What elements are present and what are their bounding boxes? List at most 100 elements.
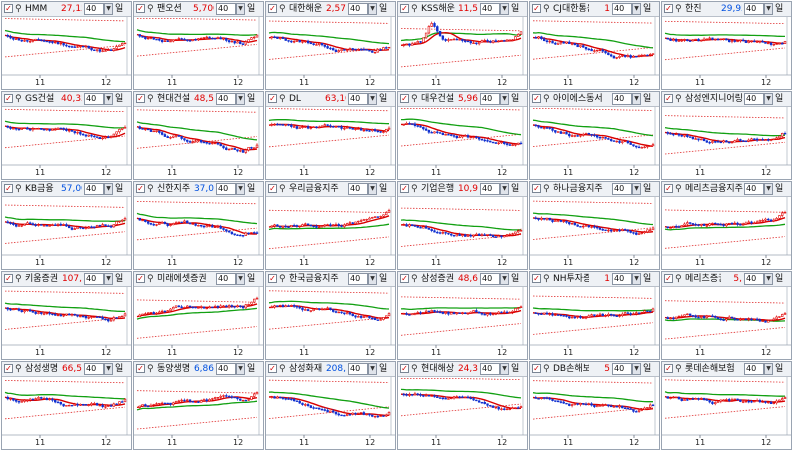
chevron-down-icon[interactable]: ▼ <box>500 363 509 375</box>
search-icon[interactable]: ⚲ <box>15 94 22 104</box>
panel-checkbox[interactable]: ✓ <box>136 4 145 13</box>
period-label[interactable]: 일 <box>115 184 124 194</box>
panel-checkbox[interactable]: ✓ <box>532 94 541 103</box>
period-count-input[interactable]: 40 <box>480 3 500 15</box>
stock-name[interactable]: 대우건설 <box>421 94 455 104</box>
panel-checkbox[interactable]: ✓ <box>664 274 673 283</box>
search-icon[interactable]: ⚲ <box>279 274 286 284</box>
panel-checkbox[interactable]: ✓ <box>268 184 277 193</box>
search-icon[interactable]: ⚲ <box>675 184 682 194</box>
stock-name[interactable]: 메리츠증권 <box>685 274 721 284</box>
panel-checkbox[interactable]: ✓ <box>268 4 277 13</box>
panel-checkbox[interactable]: ✓ <box>664 364 673 373</box>
period-label[interactable]: 일 <box>643 274 652 284</box>
search-icon[interactable]: ⚲ <box>279 364 286 374</box>
period-count-input[interactable]: 40 <box>216 273 236 285</box>
panel-checkbox[interactable]: ✓ <box>4 94 13 103</box>
chevron-down-icon[interactable]: ▼ <box>764 93 773 105</box>
period-count-input[interactable]: 40 <box>216 183 236 195</box>
panel-checkbox[interactable]: ✓ <box>532 274 541 283</box>
period-label[interactable]: 일 <box>379 4 388 14</box>
search-icon[interactable]: ⚲ <box>543 94 550 104</box>
period-count-input[interactable]: 40 <box>480 93 500 105</box>
stock-name[interactable]: 미래에셋증권 <box>157 274 207 284</box>
stock-name[interactable]: 삼성생명 <box>25 364 59 374</box>
stock-name[interactable]: 신한지주 <box>157 184 191 194</box>
stock-name[interactable]: 키움증권 <box>25 274 59 284</box>
period-count-input[interactable]: 40 <box>84 273 104 285</box>
chevron-down-icon[interactable]: ▼ <box>104 363 113 375</box>
stock-name[interactable]: DL <box>289 94 301 104</box>
period-count-input[interactable]: 40 <box>744 183 764 195</box>
panel-checkbox[interactable]: ✓ <box>400 364 409 373</box>
stock-name[interactable]: 한진 <box>685 4 702 14</box>
stock-name[interactable]: KSS해운 <box>421 4 455 14</box>
panel-checkbox[interactable]: ✓ <box>400 184 409 193</box>
chevron-down-icon[interactable]: ▼ <box>104 273 113 285</box>
period-label[interactable]: 일 <box>511 274 520 284</box>
search-icon[interactable]: ⚲ <box>411 4 418 14</box>
period-label[interactable]: 일 <box>115 4 124 14</box>
search-icon[interactable]: ⚲ <box>543 274 550 284</box>
chevron-down-icon[interactable]: ▼ <box>368 363 377 375</box>
panel-checkbox[interactable]: ✓ <box>268 364 277 373</box>
chevron-down-icon[interactable]: ▼ <box>764 363 773 375</box>
chevron-down-icon[interactable]: ▼ <box>368 93 377 105</box>
stock-name[interactable]: KB금융 <box>25 184 54 194</box>
chevron-down-icon[interactable]: ▼ <box>632 183 641 195</box>
period-label[interactable]: 일 <box>643 4 652 14</box>
period-count-input[interactable]: 40 <box>612 183 632 195</box>
search-icon[interactable]: ⚲ <box>147 4 154 14</box>
period-count-input[interactable]: 40 <box>348 183 368 195</box>
stock-name[interactable]: 현대해상 <box>421 364 455 374</box>
stock-name[interactable]: NH투자증권 <box>553 274 589 284</box>
search-icon[interactable]: ⚲ <box>15 274 22 284</box>
period-label[interactable]: 일 <box>379 274 388 284</box>
panel-checkbox[interactable]: ✓ <box>136 184 145 193</box>
panel-checkbox[interactable]: ✓ <box>4 184 13 193</box>
chevron-down-icon[interactable]: ▼ <box>236 363 245 375</box>
panel-checkbox[interactable]: ✓ <box>664 4 673 13</box>
chevron-down-icon[interactable]: ▼ <box>632 273 641 285</box>
chevron-down-icon[interactable]: ▼ <box>764 273 773 285</box>
period-label[interactable]: 일 <box>247 274 256 284</box>
chevron-down-icon[interactable]: ▼ <box>104 183 113 195</box>
period-label[interactable]: 일 <box>115 94 124 104</box>
stock-name[interactable]: CJ대한통운 <box>553 4 589 14</box>
search-icon[interactable]: ⚲ <box>147 274 154 284</box>
search-icon[interactable]: ⚲ <box>543 364 550 374</box>
period-count-input[interactable]: 40 <box>348 273 368 285</box>
period-label[interactable]: 일 <box>379 94 388 104</box>
stock-name[interactable]: 팬오션 <box>157 4 182 14</box>
panel-checkbox[interactable]: ✓ <box>4 274 13 283</box>
period-count-input[interactable]: 40 <box>84 3 104 15</box>
period-count-input[interactable]: 40 <box>612 363 632 375</box>
period-label[interactable]: 일 <box>247 4 256 14</box>
panel-checkbox[interactable]: ✓ <box>4 364 13 373</box>
search-icon[interactable]: ⚲ <box>15 364 22 374</box>
period-label[interactable]: 일 <box>775 274 784 284</box>
search-icon[interactable]: ⚲ <box>147 94 154 104</box>
panel-checkbox[interactable]: ✓ <box>136 274 145 283</box>
chevron-down-icon[interactable]: ▼ <box>632 93 641 105</box>
panel-checkbox[interactable]: ✓ <box>136 94 145 103</box>
period-label[interactable]: 일 <box>511 184 520 194</box>
period-count-input[interactable]: 40 <box>612 3 632 15</box>
period-count-input[interactable]: 40 <box>348 93 368 105</box>
search-icon[interactable]: ⚲ <box>411 184 418 194</box>
chevron-down-icon[interactable]: ▼ <box>632 3 641 15</box>
search-icon[interactable]: ⚲ <box>279 4 286 14</box>
search-icon[interactable]: ⚲ <box>675 274 682 284</box>
stock-name[interactable]: 기업은행 <box>421 184 455 194</box>
chevron-down-icon[interactable]: ▼ <box>236 93 245 105</box>
period-count-input[interactable]: 40 <box>612 273 632 285</box>
stock-name[interactable]: GS건설 <box>25 94 55 104</box>
period-count-input[interactable]: 40 <box>480 363 500 375</box>
period-count-input[interactable]: 40 <box>348 3 368 15</box>
search-icon[interactable]: ⚲ <box>279 94 286 104</box>
period-count-input[interactable]: 40 <box>216 93 236 105</box>
period-count-input[interactable]: 40 <box>744 363 764 375</box>
search-icon[interactable]: ⚲ <box>147 184 154 194</box>
period-count-input[interactable]: 40 <box>744 3 764 15</box>
panel-checkbox[interactable]: ✓ <box>532 364 541 373</box>
